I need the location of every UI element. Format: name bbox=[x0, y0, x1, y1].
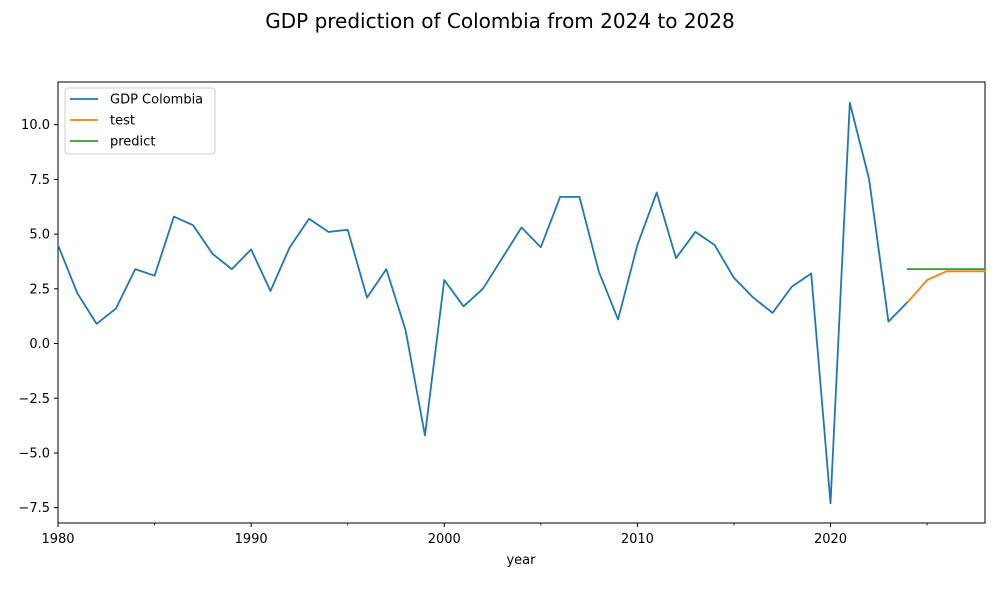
plot-area-frame bbox=[57, 81, 986, 524]
series-line-gdp-colombia bbox=[56, 101, 910, 505]
x-tick-label: 2000 bbox=[428, 532, 461, 547]
y-tick-label: 10.0 bbox=[21, 118, 50, 133]
y-tick-label: −2.5 bbox=[18, 392, 50, 407]
chart-title: GDP prediction of Colombia from 2024 to … bbox=[265, 9, 734, 33]
legend-label-gdp-colombia: GDP Colombia bbox=[110, 93, 203, 108]
legend-label-predict: predict bbox=[110, 135, 155, 150]
x-axis: 1980 1990 2000 2010 2020 bbox=[41, 523, 928, 547]
legend-box bbox=[64, 87, 216, 155]
legend: GDP Colombia test predict bbox=[64, 87, 216, 155]
legend-label-test: test bbox=[110, 114, 135, 129]
y-tick-label: 0.0 bbox=[29, 337, 50, 352]
x-tick-label: 1980 bbox=[41, 532, 74, 547]
y-tick-label: 7.5 bbox=[29, 173, 50, 188]
y-tick-label: 5.0 bbox=[29, 228, 50, 243]
series-layer bbox=[56, 101, 986, 505]
y-tick-label: −7.5 bbox=[18, 501, 50, 516]
y-tick-label: 2.5 bbox=[29, 282, 50, 297]
x-tick-label: 2020 bbox=[814, 532, 847, 547]
x-tick-label: 1990 bbox=[235, 532, 268, 547]
x-axis-label: year bbox=[506, 553, 536, 568]
series-line-test bbox=[906, 270, 986, 304]
y-tick-label: −5.0 bbox=[18, 446, 50, 461]
x-tick-label: 2010 bbox=[621, 532, 654, 547]
y-axis: 10.0 7.5 5.0 2.5 0.0 −2.5 −5.0 −7.5 bbox=[18, 118, 58, 516]
